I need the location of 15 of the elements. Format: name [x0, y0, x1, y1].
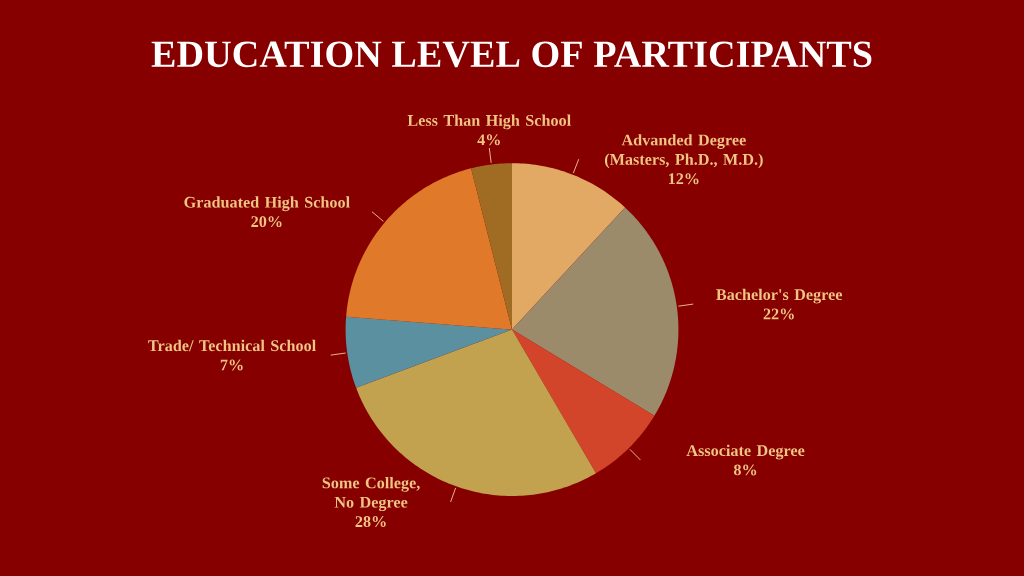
- slice-label: Less Than High School: [407, 114, 571, 130]
- data-label: 28%: [355, 516, 386, 528]
- slice-label: Trade/ Technical School: [148, 339, 316, 352]
- data-label: 4%: [477, 134, 500, 146]
- data-label: 7%: [220, 359, 243, 371]
- slice-label: Graduated High School: [184, 196, 350, 212]
- slice-label: Bachelor's Degree: [716, 288, 843, 304]
- data-label: 20%: [251, 216, 282, 228]
- data-label: 22%: [763, 308, 794, 320]
- slice-label: Associate Degree: [686, 444, 805, 460]
- slice-label: Advanded Degree (Masters, Ph.D., M.D.): [604, 134, 763, 169]
- slice-label: Some College, No Degree: [322, 476, 420, 512]
- data-label: 12%: [668, 173, 699, 185]
- data-label: 8%: [733, 464, 757, 476]
- chart-title: EDUCATION LEVEL OF PARTICIPANTS: [151, 41, 872, 68]
